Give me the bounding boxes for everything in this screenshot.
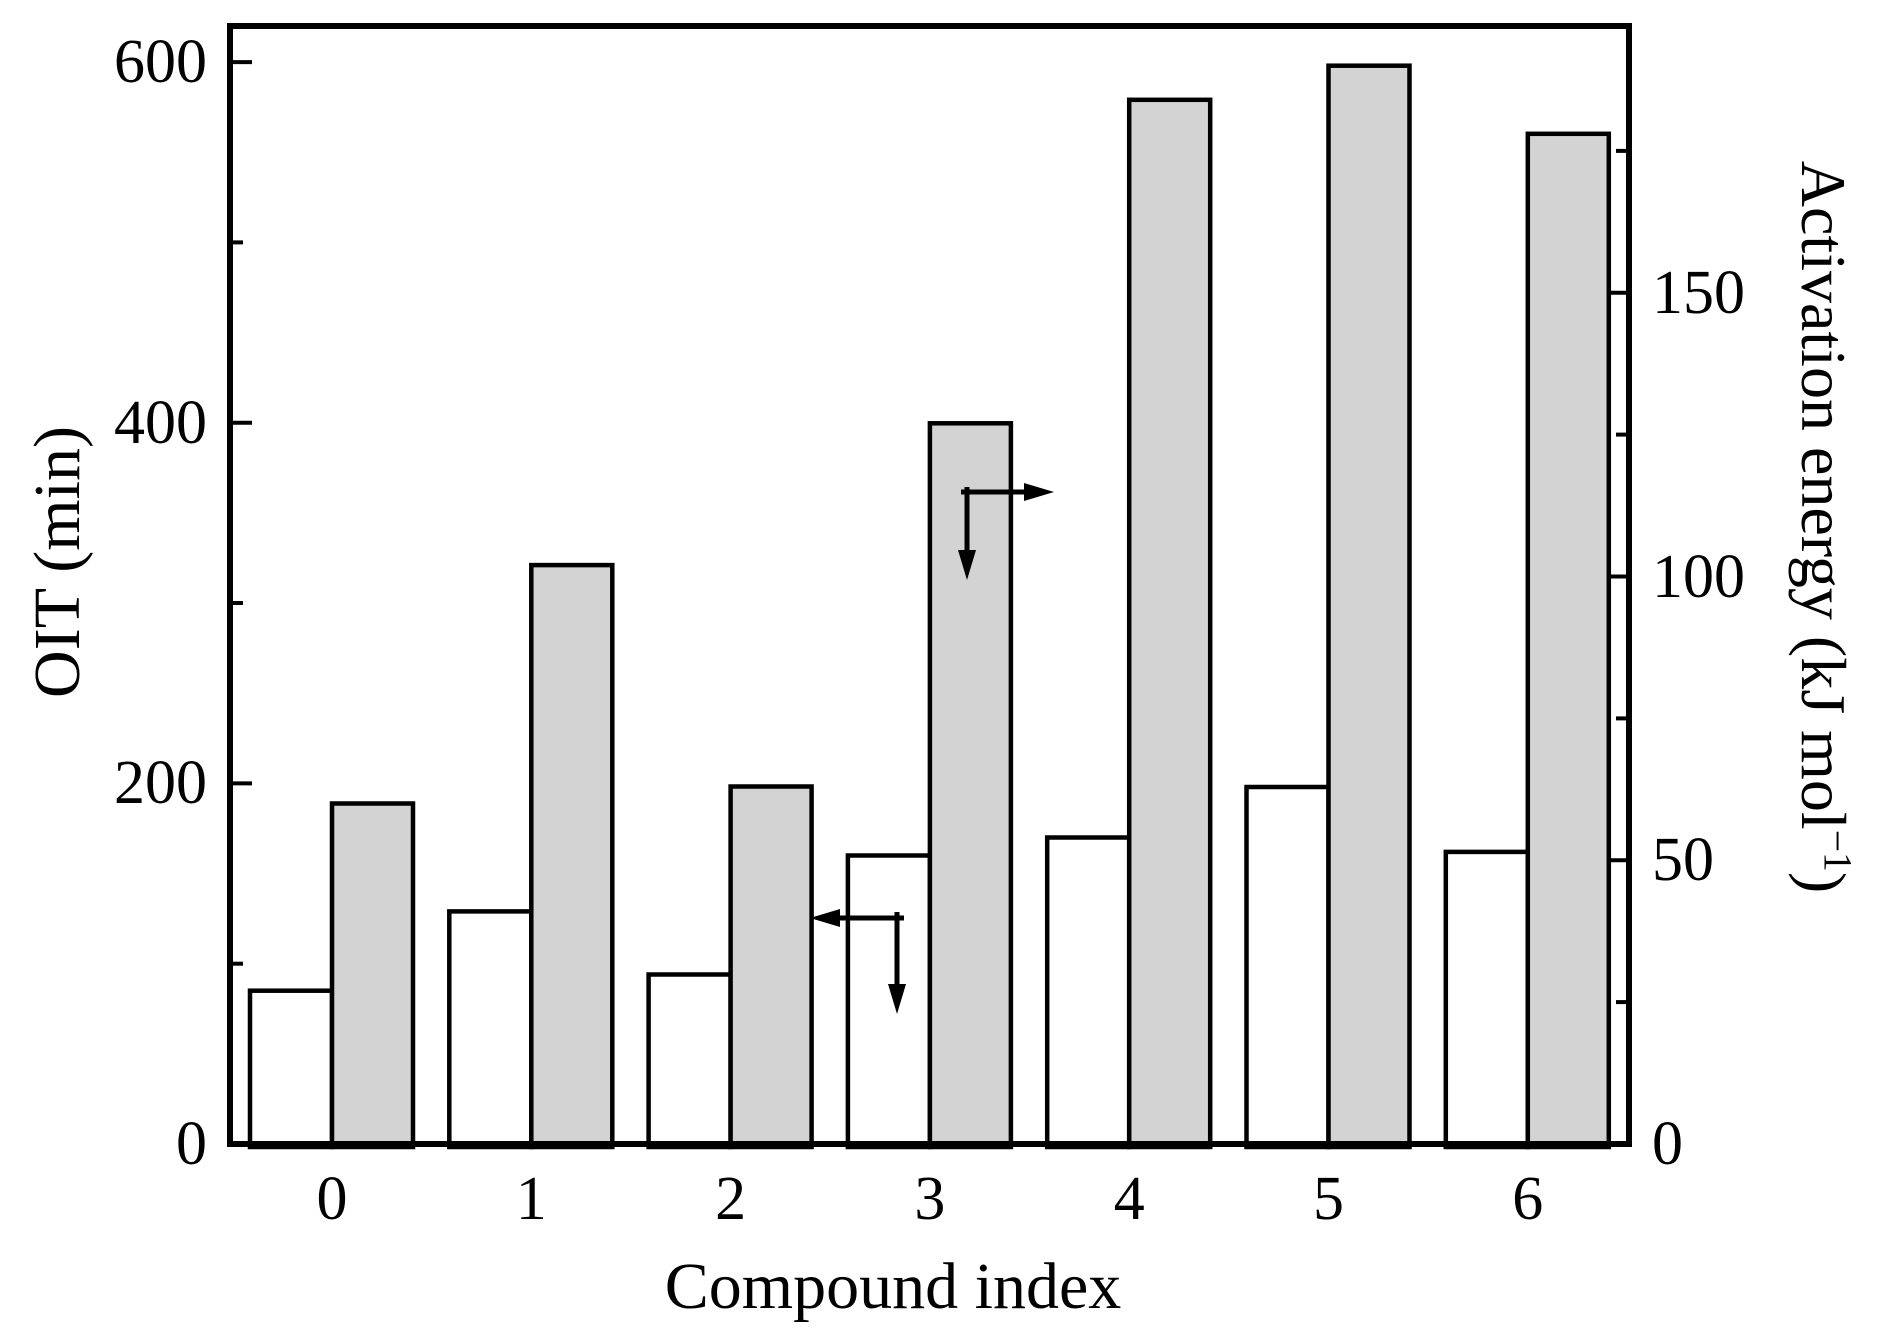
plot-frame bbox=[227, 23, 1632, 1147]
oit-axis-arrow-down-head bbox=[888, 984, 906, 1014]
ea-bar-2 bbox=[728, 784, 814, 1150]
left-axis-title: OIT (min) bbox=[21, 426, 94, 698]
right-tick-label-150: 150 bbox=[1652, 258, 1745, 327]
right-axis-title: Activation energy (kJ mol−1) bbox=[1788, 161, 1859, 893]
ea-bar-5 bbox=[1326, 63, 1412, 1150]
oit-bar-2 bbox=[646, 972, 733, 1150]
x-tick-label-4: 4 bbox=[1113, 1165, 1145, 1233]
ea-bar-3 bbox=[927, 421, 1014, 1150]
right-tick-label-50: 50 bbox=[1652, 826, 1714, 895]
oit-bar-4 bbox=[1044, 835, 1132, 1150]
right-axis-title-text: Activation energy (kJ mol bbox=[1788, 160, 1859, 830]
left-tick-label-600: 600 bbox=[114, 28, 207, 97]
x-tick-label-5: 5 bbox=[1313, 1165, 1344, 1233]
oit-axis-arrow-left-head bbox=[810, 909, 840, 927]
right-axis-title-superscript: −1 bbox=[1815, 829, 1860, 872]
oit-bar-3 bbox=[845, 853, 933, 1150]
x-tick-label-6: 6 bbox=[1512, 1165, 1544, 1233]
x-tick-label-0: 0 bbox=[316, 1165, 348, 1233]
oit-bar-0 bbox=[247, 988, 335, 1150]
right-axis-title-close-paren: ) bbox=[1788, 871, 1859, 894]
x-tick-label-1: 1 bbox=[515, 1165, 547, 1233]
ea-axis-arrow-down-head bbox=[958, 550, 976, 580]
right-tick-label-0: 0 bbox=[1652, 1110, 1683, 1178]
ea-bar-4 bbox=[1126, 97, 1213, 1150]
right-tick-label-100: 100 bbox=[1652, 542, 1745, 611]
left-axis-title-text: OIT (min) bbox=[21, 426, 94, 698]
ea-bar-1 bbox=[529, 562, 615, 1150]
x-tick-label-3: 3 bbox=[914, 1165, 946, 1233]
oit-bar-5 bbox=[1244, 784, 1331, 1150]
x-axis-title: Compound index bbox=[664, 1250, 1122, 1323]
left-tick-label-400: 400 bbox=[114, 388, 207, 457]
left-tick-label-0: 0 bbox=[176, 1110, 207, 1178]
ea-bar-0 bbox=[329, 801, 416, 1150]
ea-bar-6 bbox=[1525, 131, 1612, 1150]
oit-bar-1 bbox=[447, 909, 534, 1150]
ea-axis-arrow-right-head bbox=[1024, 483, 1054, 501]
oit-bar-6 bbox=[1443, 849, 1531, 1150]
left-tick-label-200: 200 bbox=[114, 749, 207, 818]
x-tick-label-2: 2 bbox=[715, 1165, 747, 1233]
